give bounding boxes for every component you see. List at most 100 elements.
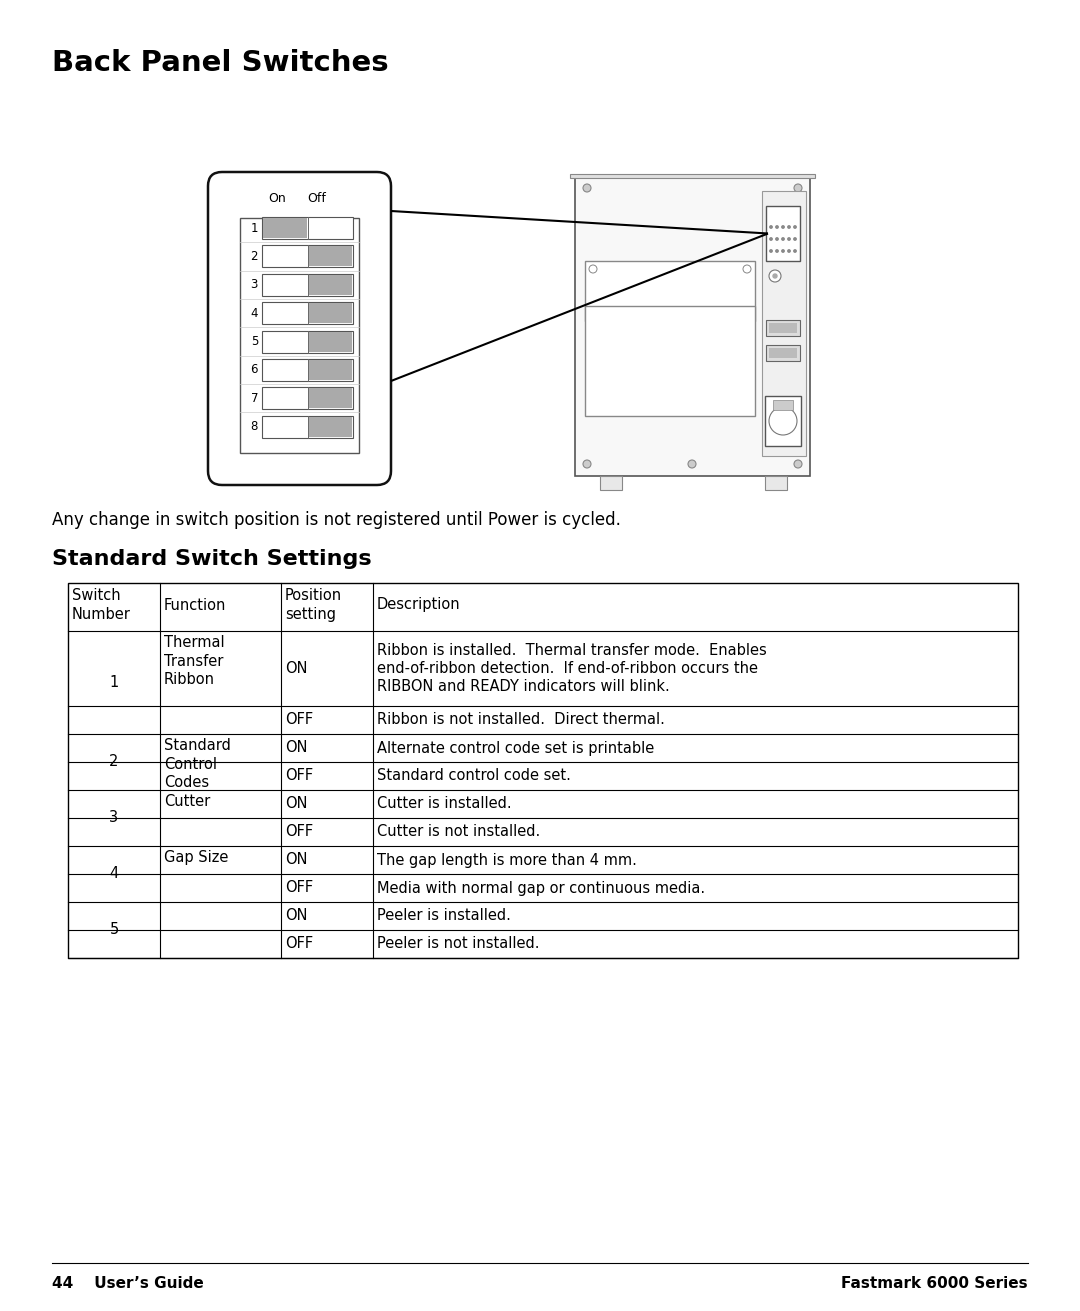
Text: 6: 6 xyxy=(251,363,258,376)
Text: Ribbon is not installed.  Direct thermal.: Ribbon is not installed. Direct thermal. xyxy=(377,712,665,728)
Bar xyxy=(262,330,353,353)
Circle shape xyxy=(688,460,696,468)
Text: OFF: OFF xyxy=(285,768,313,784)
Circle shape xyxy=(775,237,779,240)
Text: Gap Size: Gap Size xyxy=(164,850,228,865)
Circle shape xyxy=(769,270,781,282)
Text: OFF: OFF xyxy=(285,712,313,728)
Text: ON: ON xyxy=(285,797,308,812)
Text: ON: ON xyxy=(285,661,308,676)
Text: 1: 1 xyxy=(251,222,258,235)
Bar xyxy=(309,275,352,295)
Text: The gap length is more than 4 mm.: The gap length is more than 4 mm. xyxy=(377,852,637,868)
Bar xyxy=(68,583,1018,958)
Text: Back Panel Switches: Back Panel Switches xyxy=(52,49,389,77)
Circle shape xyxy=(794,250,796,252)
Text: 44    User’s Guide: 44 User’s Guide xyxy=(52,1276,204,1291)
Text: Alternate control code set is printable: Alternate control code set is printable xyxy=(377,741,654,755)
Text: Fastmark 6000 Series: Fastmark 6000 Series xyxy=(841,1276,1028,1291)
Text: Any change in switch position is not registered until Power is cycled.: Any change in switch position is not reg… xyxy=(52,511,621,530)
Circle shape xyxy=(787,237,791,240)
Bar xyxy=(762,191,806,456)
Text: 3: 3 xyxy=(109,810,119,826)
Text: Cutter: Cutter xyxy=(164,794,211,809)
Text: Standard
Control
Codes: Standard Control Codes xyxy=(164,738,231,791)
Text: Media with normal gap or continuous media.: Media with normal gap or continuous medi… xyxy=(377,881,705,895)
Text: Switch
Number: Switch Number xyxy=(72,589,131,621)
Bar xyxy=(765,476,787,490)
Circle shape xyxy=(787,250,791,252)
Bar xyxy=(773,400,793,410)
Text: 4: 4 xyxy=(251,307,258,320)
Text: Standard control code set.: Standard control code set. xyxy=(377,768,571,784)
Text: ON: ON xyxy=(285,909,308,923)
Bar xyxy=(309,246,352,266)
Text: OFF: OFF xyxy=(285,936,313,952)
Circle shape xyxy=(773,274,777,278)
Circle shape xyxy=(743,309,751,317)
Text: Off: Off xyxy=(308,191,326,205)
Text: OFF: OFF xyxy=(285,825,313,839)
Text: Description: Description xyxy=(377,598,461,612)
Bar xyxy=(309,303,352,323)
Circle shape xyxy=(775,250,779,252)
Circle shape xyxy=(770,237,772,240)
Text: 2: 2 xyxy=(251,250,258,264)
Bar xyxy=(262,302,353,324)
Circle shape xyxy=(782,237,784,240)
Circle shape xyxy=(794,237,796,240)
Text: 4: 4 xyxy=(109,867,119,881)
Circle shape xyxy=(775,225,779,228)
Circle shape xyxy=(794,225,796,228)
Bar xyxy=(769,323,797,333)
Bar xyxy=(309,417,352,437)
Text: 5: 5 xyxy=(109,923,119,937)
FancyBboxPatch shape xyxy=(208,172,391,485)
Bar xyxy=(766,320,800,336)
Text: Thermal
Transfer
Ribbon: Thermal Transfer Ribbon xyxy=(164,635,225,687)
Circle shape xyxy=(770,250,772,252)
Circle shape xyxy=(782,250,784,252)
Bar xyxy=(262,416,353,438)
Circle shape xyxy=(743,265,751,273)
Circle shape xyxy=(782,225,784,228)
Text: 2: 2 xyxy=(109,755,119,770)
Bar xyxy=(585,261,755,321)
Bar xyxy=(570,174,815,178)
Bar xyxy=(585,305,755,416)
Circle shape xyxy=(794,184,802,191)
Text: 8: 8 xyxy=(251,420,258,433)
Bar xyxy=(766,206,800,261)
Bar xyxy=(262,274,353,296)
Text: Standard Switch Settings: Standard Switch Settings xyxy=(52,549,372,569)
Circle shape xyxy=(794,460,802,468)
Bar xyxy=(262,245,353,267)
Circle shape xyxy=(589,309,597,317)
Text: Function: Function xyxy=(164,598,227,612)
Circle shape xyxy=(787,225,791,228)
Circle shape xyxy=(583,184,591,191)
Bar xyxy=(309,388,352,408)
Bar xyxy=(262,359,353,382)
Text: Peeler is not installed.: Peeler is not installed. xyxy=(377,936,540,952)
Bar xyxy=(309,361,352,380)
Text: ON: ON xyxy=(285,741,308,755)
Bar xyxy=(240,218,359,454)
Circle shape xyxy=(770,225,772,228)
Bar xyxy=(766,345,800,361)
Text: Ribbon is installed.  Thermal transfer mode.  Enables
end-of-ribbon detection.  : Ribbon is installed. Thermal transfer mo… xyxy=(377,642,767,694)
Bar xyxy=(765,396,801,446)
Bar xyxy=(262,218,353,239)
Text: 7: 7 xyxy=(251,392,258,405)
Text: Position
setting: Position setting xyxy=(285,589,342,621)
Bar xyxy=(262,387,353,409)
Text: On: On xyxy=(268,191,286,205)
Bar xyxy=(264,218,307,239)
Text: Cutter is not installed.: Cutter is not installed. xyxy=(377,825,540,839)
Text: 3: 3 xyxy=(251,278,258,291)
Text: OFF: OFF xyxy=(285,881,313,895)
Circle shape xyxy=(589,265,597,273)
Circle shape xyxy=(583,460,591,468)
Bar xyxy=(575,176,810,476)
Text: ON: ON xyxy=(285,852,308,868)
